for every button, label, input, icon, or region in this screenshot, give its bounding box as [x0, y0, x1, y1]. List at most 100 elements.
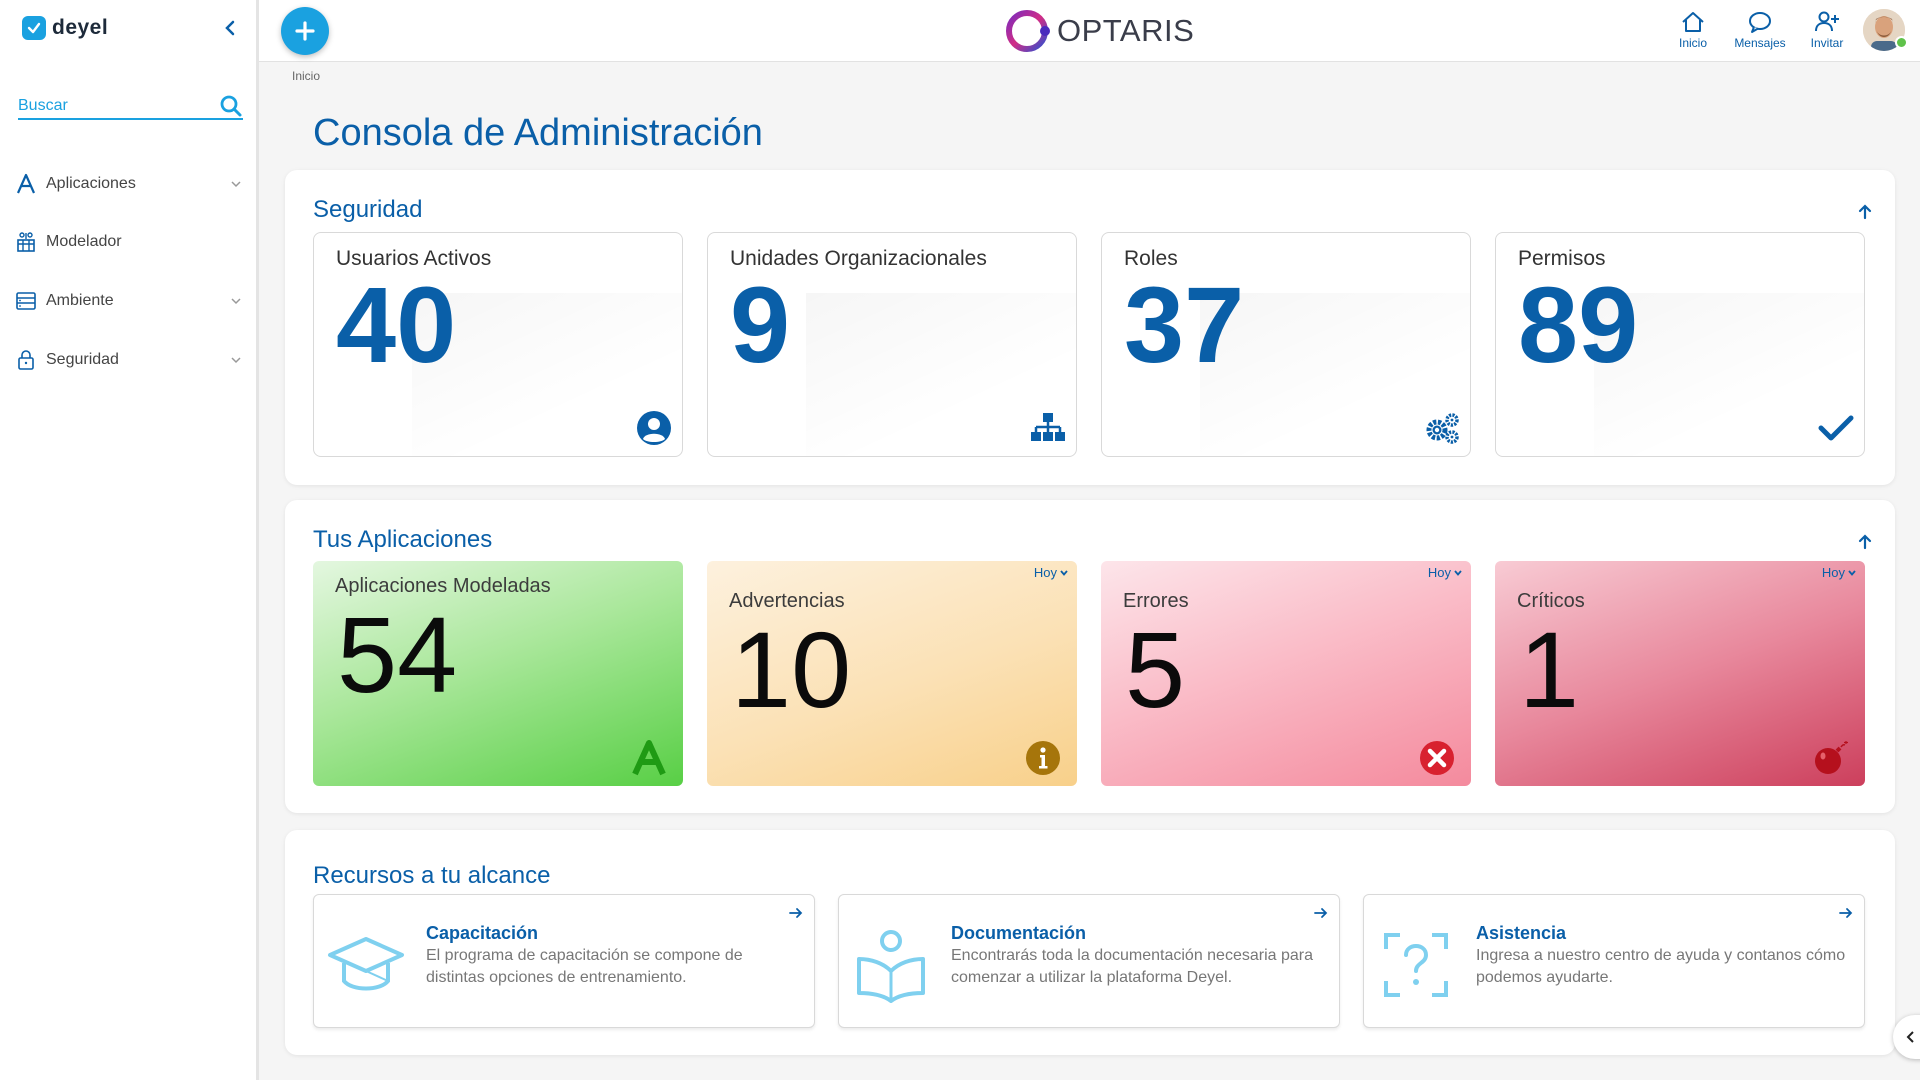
app-card-criticos[interactable]: Hoy Críticos 1	[1495, 561, 1865, 786]
card-decoration	[806, 293, 1076, 456]
app-name: deyel	[52, 16, 109, 39]
graduation-cap-icon	[328, 937, 404, 991]
topbar: OPTARIS Inicio Mensajes Invitar	[259, 0, 1920, 62]
stat-card-usuarios[interactable]: Usuarios Activos 40	[313, 232, 683, 457]
chevron-down-icon	[1848, 569, 1856, 576]
app-card-label: Aplicaciones Modeladas	[335, 575, 551, 597]
app-card-value: 54	[337, 594, 458, 715]
org-chart-icon	[1031, 413, 1065, 441]
stat-value: 89	[1518, 264, 1639, 385]
stat-card-permisos[interactable]: Permisos 89	[1495, 232, 1865, 457]
chevron-left-icon	[1906, 1031, 1914, 1043]
home-label: Inicio	[1678, 36, 1707, 50]
help-question-icon	[1384, 933, 1448, 997]
period-filter-dropdown[interactable]: Hoy	[1034, 565, 1069, 580]
chevron-down-icon	[1454, 569, 1462, 576]
app-card-label: Errores	[1123, 590, 1189, 612]
sidebar-item-label: Modelador	[46, 233, 122, 250]
app-card-advertencias[interactable]: Hoy Advertencias 10	[707, 561, 1077, 786]
invite-button[interactable]: Invitar	[1797, 10, 1857, 54]
aplicaciones-icon	[16, 173, 36, 194]
app-card-errores[interactable]: Hoy Errores 5	[1101, 561, 1471, 786]
optaris-logo-icon	[1006, 10, 1050, 52]
messages-button[interactable]: Mensajes	[1730, 10, 1790, 54]
app-card-value: 10	[731, 609, 852, 730]
stat-value: 9	[730, 264, 791, 385]
chevron-down-icon	[1060, 569, 1068, 576]
search-input[interactable]	[18, 94, 208, 118]
stat-card-unidades[interactable]: Unidades Organizacionales 9	[707, 232, 1077, 457]
stat-label: Roles	[1124, 247, 1178, 270]
collapse-sidebar-button[interactable]	[218, 16, 242, 40]
resource-title: Capacitación	[426, 923, 539, 943]
app-card-value: 1	[1519, 609, 1580, 730]
arrow-right-icon[interactable]	[1313, 905, 1329, 921]
arrow-right-icon[interactable]	[788, 905, 804, 921]
period-filter-dropdown[interactable]: Hoy	[1428, 565, 1463, 580]
brand-name: OPTARIS	[1057, 13, 1195, 48]
page-title: Consola de Administración	[313, 112, 763, 154]
app-card-modeladas[interactable]: Aplicaciones Modeladas 54	[313, 561, 683, 786]
search-icon[interactable]	[219, 94, 243, 118]
sidebar-item-label: Seguridad	[46, 351, 119, 368]
app-card-label: Críticos	[1517, 590, 1585, 612]
resources-panel-title: Recursos a tu alcance	[313, 862, 551, 889]
letter-a-icon	[632, 740, 666, 776]
resource-card-capacitacion[interactable]: Capacitación El programa de capacitación…	[313, 894, 815, 1028]
card-decoration	[1200, 293, 1470, 456]
apps-panel: Tus Aplicaciones Aplicaciones Modeladas …	[285, 500, 1895, 813]
stat-label: Permisos	[1518, 247, 1606, 270]
chevron-down-icon	[231, 298, 241, 305]
user-circle-icon	[637, 411, 671, 445]
resource-title: Asistencia	[1476, 923, 1567, 943]
stat-value: 40	[336, 264, 457, 385]
stat-card-roles[interactable]: Roles 37	[1101, 232, 1471, 457]
messages-label: Mensajes	[1734, 36, 1786, 50]
modelador-icon	[17, 232, 35, 252]
right-panel-toggle[interactable]	[1893, 1015, 1920, 1059]
chevron-down-icon	[231, 181, 241, 188]
deyel-logo-icon	[22, 16, 46, 40]
stat-label: Unidades Organizacionales	[730, 247, 987, 270]
sidebar: deyel Aplicaciones Modelador Ambiente Se…	[0, 0, 259, 1080]
resource-card-documentacion[interactable]: Documentación Encontrarás toda la docume…	[838, 894, 1340, 1028]
bomb-icon	[1815, 741, 1848, 774]
app-card-label: Advertencias	[729, 590, 845, 612]
info-icon	[1026, 741, 1060, 775]
sidebar-item-label: Aplicaciones	[46, 175, 136, 192]
check-icon	[1818, 415, 1854, 441]
resources-panel: Recursos a tu alcance Capacitación El pr…	[285, 830, 1895, 1055]
period-filter-dropdown[interactable]: Hoy	[1822, 565, 1857, 580]
period-filter-label: Hoy	[1033, 565, 1057, 580]
lock-icon	[18, 350, 34, 370]
chat-icon	[1749, 12, 1771, 33]
reader-book-icon	[857, 930, 925, 1003]
home-icon	[1682, 12, 1704, 32]
security-panel-title: Seguridad	[313, 196, 423, 223]
invite-label: Invitar	[1810, 36, 1844, 50]
resource-card-asistencia[interactable]: Asistencia Ingresa a nuestro centro de a…	[1363, 894, 1865, 1028]
chevron-down-icon	[231, 357, 241, 364]
home-button[interactable]: Inicio	[1663, 10, 1723, 54]
search-box	[18, 94, 243, 120]
resource-title: Documentación	[951, 923, 1087, 943]
invite-user-icon	[1815, 11, 1839, 32]
sidebar-item-aplicaciones[interactable]: Aplicaciones	[0, 162, 256, 206]
create-new-button[interactable]	[281, 7, 329, 55]
arrow-right-icon[interactable]	[1838, 905, 1854, 921]
breadcrumb[interactable]: Inicio	[292, 69, 321, 83]
gears-icon	[1426, 413, 1459, 444]
plus-icon	[295, 21, 315, 41]
sidebar-item-modelador[interactable]: Modelador	[0, 220, 256, 264]
error-x-icon	[1420, 741, 1454, 775]
resource-description: Ingresa a nuestro centro de ayuda y cont…	[1476, 947, 1846, 986]
sidebar-item-seguridad[interactable]: Seguridad	[0, 338, 256, 382]
period-filter-label: Hoy	[1427, 565, 1451, 580]
card-decoration	[412, 293, 682, 456]
resource-description: Encontrarás toda la documentación necesa…	[951, 947, 1313, 986]
collapse-arrow-up-icon[interactable]	[1855, 202, 1875, 222]
collapse-arrow-up-icon[interactable]	[1855, 532, 1875, 552]
security-panel: Seguridad Usuarios Activos 40 Unidades O…	[285, 170, 1895, 485]
deyel-logo[interactable]: deyel	[22, 16, 108, 40]
sidebar-item-ambiente[interactable]: Ambiente	[0, 279, 256, 323]
